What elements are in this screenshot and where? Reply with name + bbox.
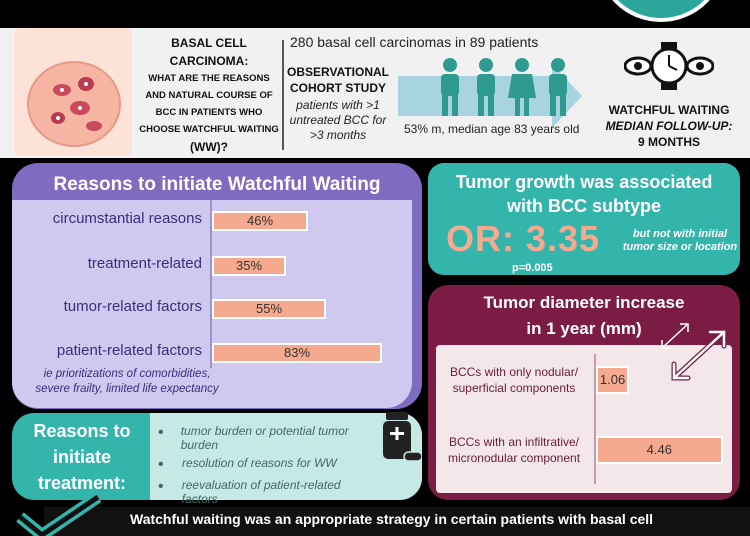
- question-line: AND NATURAL COURSE OF: [145, 90, 273, 101]
- checkmark-icon: [16, 495, 102, 536]
- bullet-dot: •: [158, 456, 164, 473]
- patients-icon: [441, 58, 567, 116]
- treatment-title-line: initiate: [52, 447, 111, 467]
- demographics: 53% m, median age 83 years old: [404, 122, 580, 136]
- study-line: COHORT STUDY: [290, 81, 386, 95]
- bullet-dot: •: [158, 424, 164, 441]
- reasons-ww-title: Reasons to initiate Watchful Waiting: [53, 174, 381, 195]
- growth-note-line: but not with initial: [632, 228, 728, 240]
- divider: [282, 40, 284, 150]
- treatment-bullets: • tumor burden or potential tumor burden…: [158, 424, 378, 506]
- growth-title: Tumor growth was associated with BCC sub…: [428, 170, 740, 218]
- criteria-line: untreated BCC for: [289, 113, 387, 127]
- treatment-title: Reasons to initiate treatment:: [12, 418, 152, 496]
- followup-line: MEDIAN FOLLOW-UP:: [605, 119, 733, 133]
- question-line: CHOOSE WATCHFUL WAITING: [139, 124, 279, 135]
- diameter-label-line: BCCs with an infiltrative/: [448, 435, 580, 449]
- diameter-label-line: superficial components: [452, 381, 576, 395]
- skin-illustration: [14, 28, 132, 156]
- growth-panel: [428, 163, 740, 275]
- reasons-note: ie prioritizations of comorbidities, sev…: [12, 367, 242, 397]
- reason-bar: 55%: [212, 299, 326, 319]
- growth-title-line: Tumor growth was associated: [455, 172, 713, 192]
- growth-note-line: tumor size or location: [622, 241, 738, 253]
- diameter-label: BCCs with an infiltrative/micronodular c…: [436, 434, 592, 466]
- followup-line: 9 MONTHS: [637, 135, 700, 149]
- odds-ratio: OR: 3.35: [446, 218, 601, 259]
- question-line: BCC IN PATIENTS WHO: [155, 107, 263, 118]
- bullet-text: resolution of reasons for WW: [182, 456, 337, 470]
- reason-label: circumstantial reasons: [52, 210, 202, 227]
- p-value: p=0.005: [512, 262, 553, 274]
- bullet-text: reevaluation of patient-related factors: [181, 478, 341, 506]
- growth-note: but not with initial tumor size or locat…: [618, 228, 742, 254]
- diameter-title-line: Tumor diameter increase: [483, 293, 685, 312]
- diameter-axis: [594, 354, 596, 484]
- pill-bottle-icon: [383, 412, 422, 462]
- growth-title-line: with BCC subtype: [506, 196, 661, 216]
- logo-circle: [596, 0, 726, 22]
- bullet-text: tumor burden or potential tumor burden: [180, 424, 349, 452]
- conclusion-text: Watchful waiting was an appropriate stra…: [130, 511, 654, 527]
- diameter-title-line: in 1 year (mm): [526, 319, 642, 338]
- ww-title: WATCHFUL WAITING: [608, 103, 730, 117]
- treatment-title-line: treatment:: [37, 473, 126, 493]
- conclusion-bar: [44, 507, 750, 536]
- resize-arrows-icon: [661, 323, 727, 381]
- bullet-item: • resolution of reasons for WW: [158, 456, 378, 474]
- note-line: ie prioritizations of comorbidities,: [43, 368, 211, 380]
- reason-label: treatment-related: [87, 255, 202, 272]
- criteria: patients with >1 untreated BCC for >3 mo…: [287, 98, 389, 143]
- reasons-treatment-inner: [150, 413, 422, 500]
- bullet-item: • reevaluation of patient-related factor…: [158, 478, 378, 506]
- study-type: OBSERVATIONAL COHORT STUDY: [287, 64, 389, 96]
- study-line: OBSERVATIONAL: [287, 65, 390, 79]
- title-line: CARCINOMA:: [169, 54, 249, 68]
- reason-bar: 35%: [212, 256, 286, 276]
- note-line: severe frailty, limited life expectancy: [35, 383, 219, 395]
- question-line: (WW)?: [190, 140, 228, 154]
- title-block: BASAL CELL CARCINOMA: WHAT ARE THE REASO…: [134, 34, 284, 156]
- reason-bar: 83%: [212, 343, 382, 363]
- criteria-line: >3 months: [309, 128, 367, 142]
- ww-block: WATCHFUL WAITING MEDIAN FOLLOW-UP: 9 MON…: [588, 102, 750, 150]
- diameter-label-line: micronodular component: [447, 451, 581, 465]
- treatment-title-line: Reasons to: [33, 421, 131, 441]
- reason-label: patient-related factors: [56, 342, 202, 359]
- diameter-title: Tumor diameter increase in 1 year (mm): [428, 290, 740, 342]
- reason-label: tumor-related factors: [63, 298, 202, 315]
- title-line: BASAL CELL: [171, 36, 247, 50]
- diameter-label: BCCs with only nodular/superficial compo…: [436, 364, 592, 396]
- watch-eyes-icon: [624, 42, 714, 90]
- cohort-text: 280 basal cell carcinomas in 89 patients: [290, 34, 539, 50]
- question-line: WHAT ARE THE REASONS: [148, 73, 270, 84]
- bullet-dot: •: [158, 478, 164, 495]
- reasons-axis: [210, 200, 212, 368]
- reason-bar: 46%: [212, 211, 308, 231]
- diameter-label-line: BCCs with only nodular/: [449, 365, 579, 379]
- diameter-bar: 4.46: [596, 436, 723, 464]
- diameter-bar: 1.06: [596, 366, 630, 394]
- bullet-item: • tumor burden or potential tumor burden: [158, 424, 378, 452]
- criteria-line: patients with >1: [296, 98, 380, 112]
